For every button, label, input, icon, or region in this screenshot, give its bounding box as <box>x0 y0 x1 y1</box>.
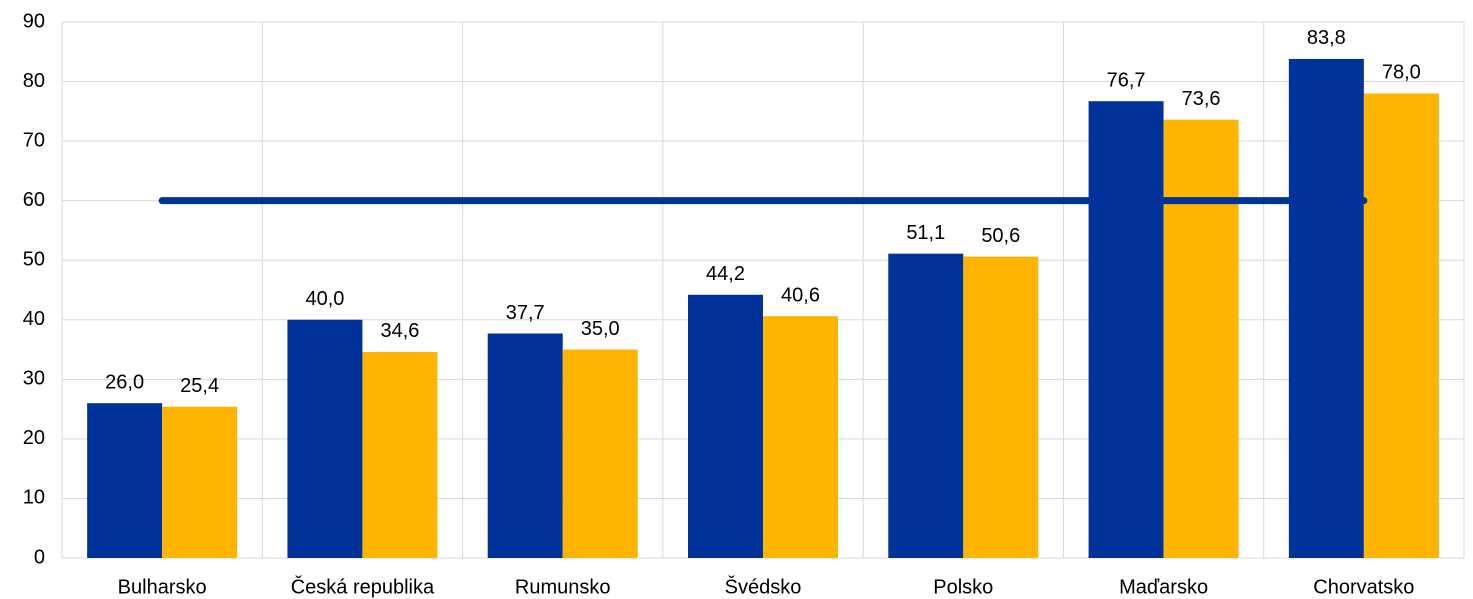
bar <box>1288 58 1364 559</box>
y-tick-label: 0 <box>34 546 45 568</box>
x-tick-label: Bulharsko <box>118 576 207 598</box>
y-tick-label: 60 <box>23 189 45 211</box>
data-label: 26,0 <box>105 371 144 393</box>
bar <box>562 349 638 558</box>
x-tick-label: Polsko <box>933 576 993 598</box>
y-tick-label: 90 <box>23 10 45 32</box>
x-tick-label: Česká republika <box>291 575 435 598</box>
bar <box>1088 101 1164 558</box>
bar <box>1363 93 1439 558</box>
data-label: 34,6 <box>380 320 419 342</box>
bar <box>287 319 363 558</box>
y-tick-label: 50 <box>23 249 45 271</box>
bar <box>487 333 563 558</box>
x-tick-label: Chorvatsko <box>1313 576 1414 598</box>
bar <box>362 351 438 558</box>
data-label: 76,7 <box>1107 69 1146 91</box>
bar <box>162 406 238 558</box>
y-tick-label: 70 <box>23 129 45 151</box>
bar <box>688 294 763 558</box>
x-tick-label: Maďarsko <box>1119 576 1208 598</box>
data-label: 37,7 <box>506 302 545 324</box>
bar <box>87 403 163 558</box>
data-label: 51,1 <box>906 222 945 244</box>
y-tick-label: 40 <box>23 308 45 330</box>
data-label: 40,0 <box>305 288 344 310</box>
bar <box>1163 119 1239 558</box>
y-tick-label: 80 <box>23 70 45 92</box>
bar <box>763 316 838 558</box>
y-tick-label: 10 <box>23 487 45 509</box>
data-label: 40,6 <box>781 284 820 306</box>
x-tick-label: Rumunsko <box>515 576 611 598</box>
data-label: 35,0 <box>581 318 620 340</box>
y-tick-label: 30 <box>23 368 45 390</box>
data-label: 83,8 <box>1307 27 1346 49</box>
bar <box>963 256 1039 558</box>
bar <box>888 253 964 558</box>
x-tick-label: Švédsko <box>725 575 802 598</box>
data-label: 50,6 <box>981 225 1020 247</box>
y-tick-label: 20 <box>23 427 45 449</box>
data-label: 25,4 <box>180 375 219 397</box>
data-label: 44,2 <box>706 263 745 285</box>
data-label: 78,0 <box>1382 62 1421 84</box>
data-label: 73,6 <box>1182 88 1221 110</box>
